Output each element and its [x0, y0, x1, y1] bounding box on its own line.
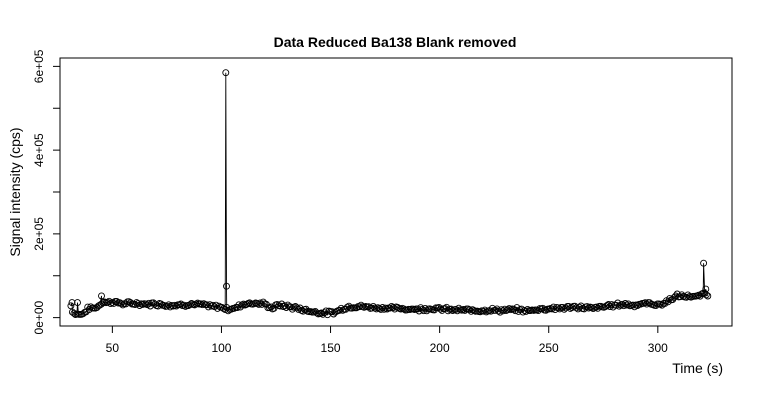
- data-point: [198, 301, 206, 309]
- data-point: [382, 304, 389, 312]
- series-ba138: [67, 69, 712, 319]
- data-point: [447, 305, 455, 313]
- x-tick-label: 100: [211, 341, 231, 355]
- x-axis: 50 100 150 200 250 300: [106, 325, 668, 355]
- data-point: [507, 306, 515, 314]
- data-point: [223, 282, 230, 290]
- plot-frame: [59, 57, 733, 327]
- data-point: [68, 299, 76, 307]
- data-point: [67, 302, 75, 310]
- data-point: [207, 302, 215, 310]
- data-point: [603, 302, 611, 309]
- data-point: [437, 305, 444, 313]
- y-tick-label: 0e+00: [32, 300, 46, 334]
- data-point: [466, 306, 473, 314]
- data-point: [505, 305, 513, 313]
- y-axis: 0e+00 2e+05 4e+05 6e+05: [32, 49, 61, 334]
- data-point: [182, 302, 189, 310]
- y-tick-label: 6e+05: [32, 49, 46, 83]
- data-point: [499, 307, 507, 315]
- data-point: [583, 303, 591, 311]
- y-axis-label: Signal intensity (cps): [7, 127, 23, 256]
- series-line: [70, 72, 709, 316]
- data-point: [702, 291, 710, 299]
- data-point: [317, 309, 325, 317]
- data-point: [98, 292, 105, 300]
- data-point: [666, 295, 674, 303]
- chart-title: Data Reduced Ba138 Blank removed: [274, 34, 517, 50]
- x-axis-label: Time (s): [672, 360, 723, 376]
- data-point: [117, 300, 125, 308]
- x-tick-label: 200: [430, 341, 450, 355]
- data-point: [276, 302, 284, 310]
- data-point: [641, 299, 649, 307]
- x-tick-label: 250: [539, 341, 559, 355]
- data-point: [704, 292, 712, 300]
- data-point: [119, 301, 127, 309]
- data-point: [634, 302, 641, 309]
- data-point: [74, 299, 81, 307]
- data-point: [107, 300, 115, 308]
- x-tick-label: 300: [648, 341, 668, 355]
- data-point: [700, 259, 708, 267]
- data-point: [414, 305, 422, 313]
- y-tick-label: 4e+05: [32, 133, 46, 167]
- data-point: [695, 291, 703, 299]
- x-tick-label: 150: [321, 341, 341, 355]
- data-point: [222, 69, 230, 77]
- data-point: [656, 300, 664, 308]
- data-point: [495, 307, 502, 315]
- x-tick-label: 50: [106, 341, 120, 355]
- data-point: [212, 301, 220, 309]
- y-tick-label: 2e+05: [32, 217, 46, 251]
